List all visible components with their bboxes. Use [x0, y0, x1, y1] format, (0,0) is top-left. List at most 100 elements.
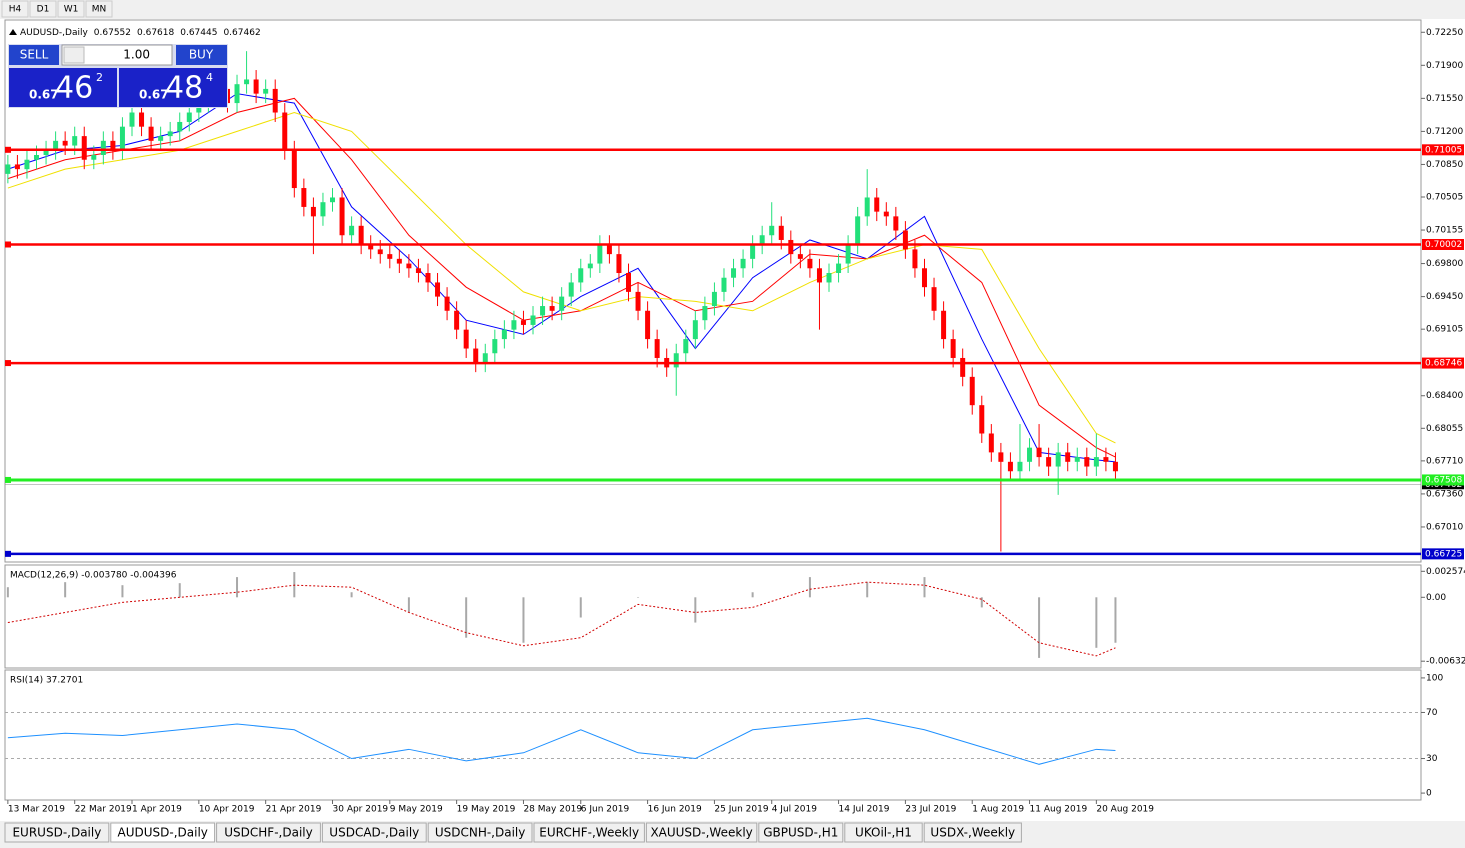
candle-body: [1074, 457, 1080, 462]
buy-label: BUY: [189, 48, 214, 62]
y-tick-label: 0.71200: [1426, 127, 1463, 137]
candle-body: [5, 164, 11, 174]
candle-body: [14, 164, 20, 170]
candle-body: [893, 216, 899, 231]
rsi-panel: [4, 669, 1422, 801]
macd-bar: [6, 587, 9, 598]
candle-body: [635, 291, 641, 311]
candle-body: [396, 258, 402, 264]
candle-body: [358, 225, 364, 245]
macd-bar: [866, 582, 869, 598]
x-tick-label: 30 Apr 2019: [333, 805, 389, 815]
price-button[interactable]: [9, 68, 117, 107]
candle-body: [578, 268, 584, 283]
y-tick-label: 70: [1426, 708, 1438, 718]
candle-body: [177, 121, 183, 132]
timeframe-button[interactable]: [1, 0, 29, 18]
candle-body: [816, 268, 822, 283]
y-tick-label: 0.67710: [1426, 456, 1463, 466]
macd-bar: [178, 583, 181, 598]
tab[interactable]: [4, 822, 110, 843]
macd-bar: [350, 592, 353, 598]
candle-body: [606, 244, 612, 255]
candle-body: [444, 296, 450, 311]
y-tick-label: 0.002574: [1426, 567, 1465, 577]
tab-label: USDCNH-,Daily: [435, 826, 526, 840]
candle-body: [921, 268, 927, 288]
moving-average: [7, 111, 1116, 444]
timeframe-button[interactable]: [85, 0, 113, 18]
candle-body: [24, 159, 30, 170]
timeframe-label: H4: [9, 5, 22, 15]
candle-body: [1112, 461, 1118, 472]
tab[interactable]: [758, 822, 844, 843]
macd-bar: [637, 597, 640, 598]
price-button[interactable]: [119, 68, 227, 107]
tab[interactable]: [533, 822, 645, 843]
macd-bar: [1114, 597, 1117, 643]
x-tick-label: 25 Jun 2019: [714, 805, 768, 815]
candle-body: [797, 254, 803, 259]
price-fraction: 4: [206, 71, 213, 84]
candle-body: [845, 244, 851, 264]
level-marker: [5, 241, 11, 248]
candle-body: [1093, 457, 1099, 467]
level-label-box: [1422, 238, 1464, 250]
y-tick-label: 0.72250: [1426, 28, 1463, 38]
ohlc-value: 0.67552: [94, 28, 131, 38]
lot-value: 1.00: [123, 48, 150, 62]
candle-body: [855, 216, 861, 245]
tab[interactable]: [427, 822, 533, 843]
macd-bar: [407, 597, 410, 613]
level-marker: [5, 360, 11, 367]
candle-body: [511, 320, 517, 330]
x-tick-label: 21 Apr 2019: [266, 805, 322, 815]
candle-body: [282, 112, 288, 151]
lot-spinner[interactable]: [63, 46, 85, 64]
candle-body: [368, 244, 374, 250]
candle-body: [683, 339, 689, 354]
level-label: 0.67508: [1425, 475, 1462, 485]
sell-button[interactable]: [9, 45, 59, 65]
level-label: 0.70002: [1425, 240, 1462, 250]
timeframe-button[interactable]: [57, 0, 85, 18]
candle-body: [883, 211, 889, 217]
candle-body: [769, 225, 775, 236]
candle-body: [81, 136, 87, 160]
tab[interactable]: [321, 822, 427, 843]
level-marker: [5, 146, 11, 153]
active-tab[interactable]: [110, 822, 216, 843]
level-label-box: [1422, 144, 1464, 156]
price-panel: [4, 19, 1422, 563]
level-marker: [5, 550, 11, 557]
x-tick-label: 11 Aug 2019: [1030, 805, 1088, 815]
tab[interactable]: [645, 822, 758, 843]
lot-input[interactable]: [61, 44, 173, 66]
candle-body: [673, 353, 679, 368]
candle-body: [549, 306, 555, 311]
macd-bar: [1095, 597, 1098, 648]
candle-body: [625, 273, 631, 292]
candle-body: [91, 155, 97, 160]
macd-bar: [465, 597, 468, 638]
price-prefix: 0.67: [139, 88, 169, 102]
price-fraction: 2: [96, 71, 103, 84]
candle-body: [902, 230, 908, 250]
x-tick-label: 19 May 2019: [457, 805, 516, 815]
price-pips: 48: [165, 71, 203, 106]
ohlc-value: 0.67445: [180, 28, 217, 38]
timeframe-button[interactable]: [29, 0, 57, 18]
tab[interactable]: [216, 822, 321, 843]
candle-body: [874, 197, 880, 212]
candle-body: [272, 88, 278, 113]
candle-body: [1036, 447, 1042, 458]
buy-button[interactable]: [176, 45, 227, 65]
tab[interactable]: [844, 822, 923, 843]
macd-bar: [923, 577, 926, 598]
candle-body: [186, 112, 192, 122]
y-tick-label: 0.69800: [1426, 259, 1463, 269]
candle-body: [950, 339, 956, 358]
tab[interactable]: [923, 822, 1022, 843]
x-tick-label: 14 Jul 2019: [839, 805, 890, 815]
